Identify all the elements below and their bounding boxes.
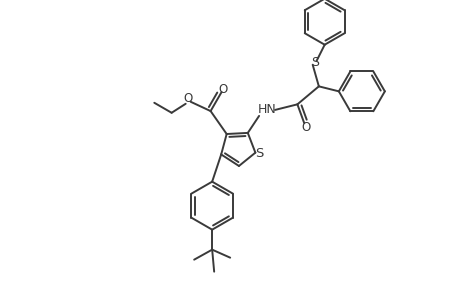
Text: S: S bbox=[255, 147, 263, 160]
Text: O: O bbox=[183, 92, 192, 105]
Text: O: O bbox=[301, 121, 310, 134]
Text: O: O bbox=[218, 82, 227, 95]
Text: HN: HN bbox=[257, 103, 276, 116]
Text: S: S bbox=[310, 56, 318, 69]
